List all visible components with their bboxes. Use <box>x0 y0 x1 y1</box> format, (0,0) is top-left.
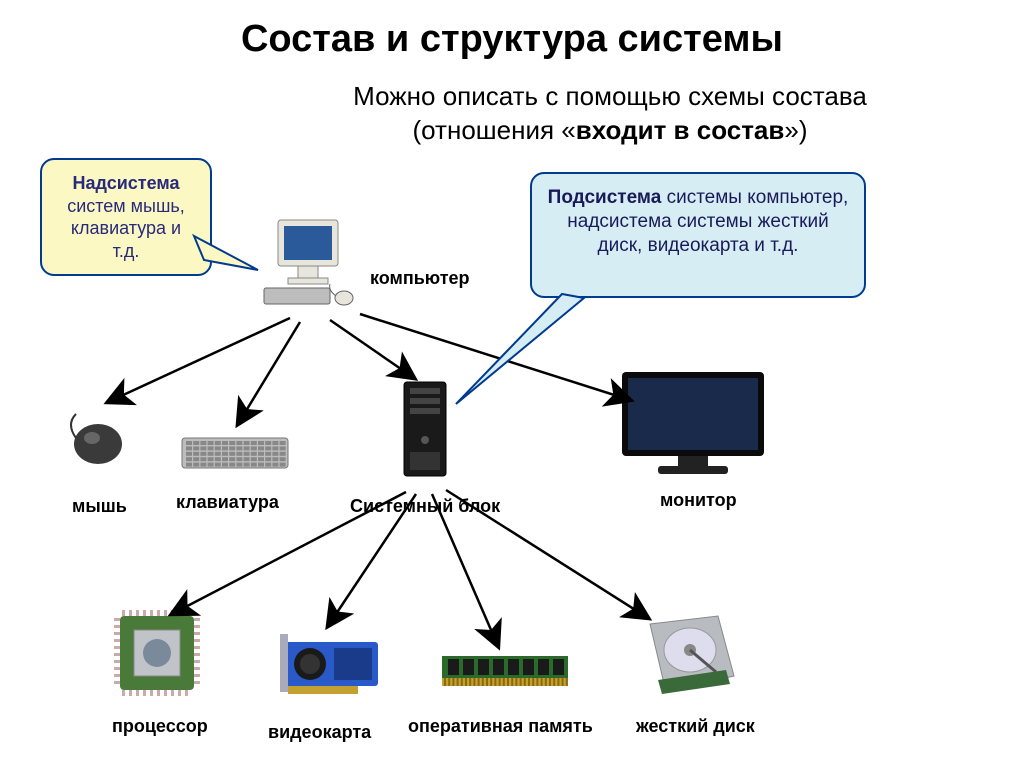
subsystem-callout: Подсистема системы компьютер, надсистема… <box>530 172 866 298</box>
system-unit-icon <box>400 380 450 478</box>
keyboard-label: клавиатура <box>176 492 279 513</box>
page-subtitle: Можно описать с помощью схемы состава (о… <box>260 80 960 148</box>
cpu-label: процессор <box>112 716 208 737</box>
computer-icon <box>258 218 358 308</box>
cpu-icon <box>112 608 202 698</box>
monitor-icon <box>618 368 768 476</box>
hdd-icon <box>638 614 738 696</box>
monitor-label: монитор <box>660 490 737 511</box>
gpu-label: видеокарта <box>268 722 371 743</box>
hdd-label: жесткий диск <box>636 716 755 737</box>
supersystem-callout: Надсистема систем мышь, клавиатура и т.д… <box>40 158 212 276</box>
systemunit-label: Системный блок <box>350 496 500 517</box>
page-title: Состав и структура системы <box>0 18 1024 61</box>
mouse-icon <box>62 410 134 470</box>
gpu-icon <box>274 630 384 700</box>
mouse-label: мышь <box>72 496 127 517</box>
ram-label: оперативная память <box>408 716 593 737</box>
ram-icon <box>440 652 570 688</box>
computer-label: компьютер <box>370 268 470 289</box>
keyboard-icon <box>180 432 290 472</box>
